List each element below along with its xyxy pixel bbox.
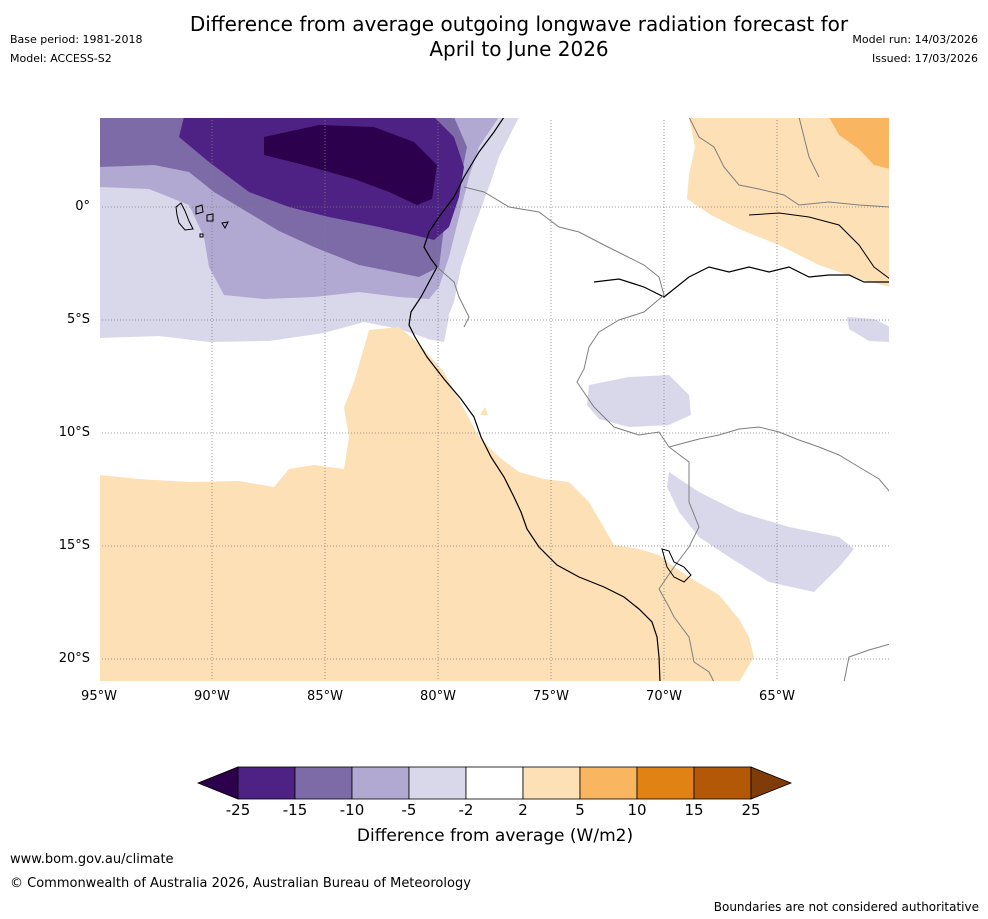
- anomaly-minus-2-to-5-coast: [417, 297, 449, 342]
- lat-label-0: 0°: [75, 199, 90, 214]
- anomaly-plus-2-to-5-north: [687, 117, 890, 287]
- island-santa-cruz: [206, 213, 214, 222]
- lon-label-95w: 95°W: [81, 689, 117, 704]
- model-name: Model: ACCESS-S2: [10, 52, 112, 65]
- colorbar-segment-9: [693, 766, 752, 800]
- island-santiago: [195, 204, 204, 215]
- meta-left: Base period: 1981-2018 Model: ACCESS-S2: [10, 33, 142, 71]
- colorbar-tick-minus-25: -25: [225, 801, 251, 819]
- island-isabela: [175, 202, 194, 231]
- title-line-1: Difference from average outgoing longwav…: [189, 12, 849, 36]
- colorbar-segment-7: [579, 766, 638, 800]
- colorbar-tick-minus-5: -5: [401, 801, 417, 819]
- colorbar-tick-10: 10: [627, 801, 647, 819]
- colorbar: [196, 766, 793, 800]
- boundary-colombia-peru: [463, 186, 665, 296]
- boundary-peru-bolivia: [658, 446, 700, 663]
- title-line-2: April to June 2026: [429, 37, 609, 61]
- country-boundaries: [436, 117, 890, 682]
- lat-label-10s: 10°S: [58, 425, 90, 440]
- forecast-map: [99, 117, 890, 682]
- boundary-ecuador-peru: [436, 266, 470, 328]
- anomaly-minus-2-to-5-amazon: [587, 375, 691, 427]
- colorbar-segment-2: [294, 766, 353, 800]
- model-run: Model run: 14/03/2026: [852, 33, 978, 46]
- colorbar-segment-6: [522, 766, 581, 800]
- anomaly-plus-5-to-10: [829, 117, 890, 169]
- base-period: Base period: 1981-2018: [10, 33, 143, 46]
- boundary-chile-bolivia: [693, 661, 715, 682]
- colorbar-segment-4: [408, 766, 467, 800]
- galapagos-islands: [175, 202, 229, 238]
- lon-label-85w: 85°W: [307, 689, 343, 704]
- coastline-amazon-river: [748, 212, 890, 280]
- lon-label-90w: 90°W: [194, 689, 230, 704]
- anomaly-minus-2-to-5-bolivia: [667, 472, 854, 592]
- lon-label-75w: 75°W: [533, 689, 569, 704]
- colorbar-tick-minus-2: -2: [458, 801, 474, 819]
- colorbar-segment-8: [636, 766, 695, 800]
- lon-label-80w: 80°W: [420, 689, 456, 704]
- anomaly-plus-small-patch: [480, 407, 488, 415]
- lon-label-70w: 70°W: [646, 689, 682, 704]
- colorbar-segment-3: [351, 766, 410, 800]
- graticule: [99, 117, 890, 682]
- colorbar-tick-2: 2: [518, 801, 528, 819]
- boundary-venezuela: [688, 117, 890, 208]
- island-floreana: [199, 233, 204, 238]
- colorbar-tick-15: 15: [684, 801, 704, 819]
- lat-label-5s: 5°S: [66, 312, 90, 327]
- coastline-south-america: [408, 117, 661, 682]
- colorbar-label: Difference from average (W/m2): [356, 826, 634, 846]
- anomaly-plus-2-to-5-ocean: [99, 327, 754, 682]
- lat-label-15s: 15°S: [58, 538, 90, 553]
- island-san-cristobal: [221, 221, 229, 230]
- coastline-amazon-delta: [593, 266, 890, 298]
- colorbar-tick-minus-10: -10: [339, 801, 365, 819]
- lat-label-20s: 20°S: [58, 651, 90, 666]
- colorbar-extend-high: [750, 766, 793, 800]
- colorbar-segment-1: [237, 766, 296, 800]
- boundary-peru-brazil: [576, 294, 670, 448]
- boundary-bolivia-brazil: [668, 426, 890, 493]
- colorbar-extend-low: [196, 766, 239, 800]
- issued-date: Issued: 17/03/2026: [871, 52, 978, 65]
- map-frame: [99, 117, 890, 682]
- boundary-paraguay: [843, 643, 890, 682]
- website-link[interactable]: www.bom.gov.au/climate: [10, 852, 174, 867]
- lake-titicaca: [661, 548, 692, 583]
- disclaimer-text: Boundaries are not considered authoritat…: [713, 900, 979, 914]
- anomaly-below-minus-25: [264, 125, 437, 205]
- colorbar-segment-5: [465, 766, 524, 800]
- chart-title: Difference from average outgoing longwav…: [150, 12, 888, 62]
- colorbar-tick-5: 5: [575, 801, 585, 819]
- colorbar-tick-25: 25: [741, 801, 761, 819]
- anomaly-minus-2-to-5-east: [847, 317, 890, 342]
- copyright-text: © Commonwealth of Australia 2026, Austra…: [10, 876, 471, 891]
- boundary-guyana: [798, 117, 820, 178]
- colorbar-tick-minus-15: -15: [282, 801, 308, 819]
- meta-right: Model run: 14/03/2026 Issued: 17/03/2026: [852, 33, 978, 71]
- lon-label-65w: 65°W: [759, 689, 795, 704]
